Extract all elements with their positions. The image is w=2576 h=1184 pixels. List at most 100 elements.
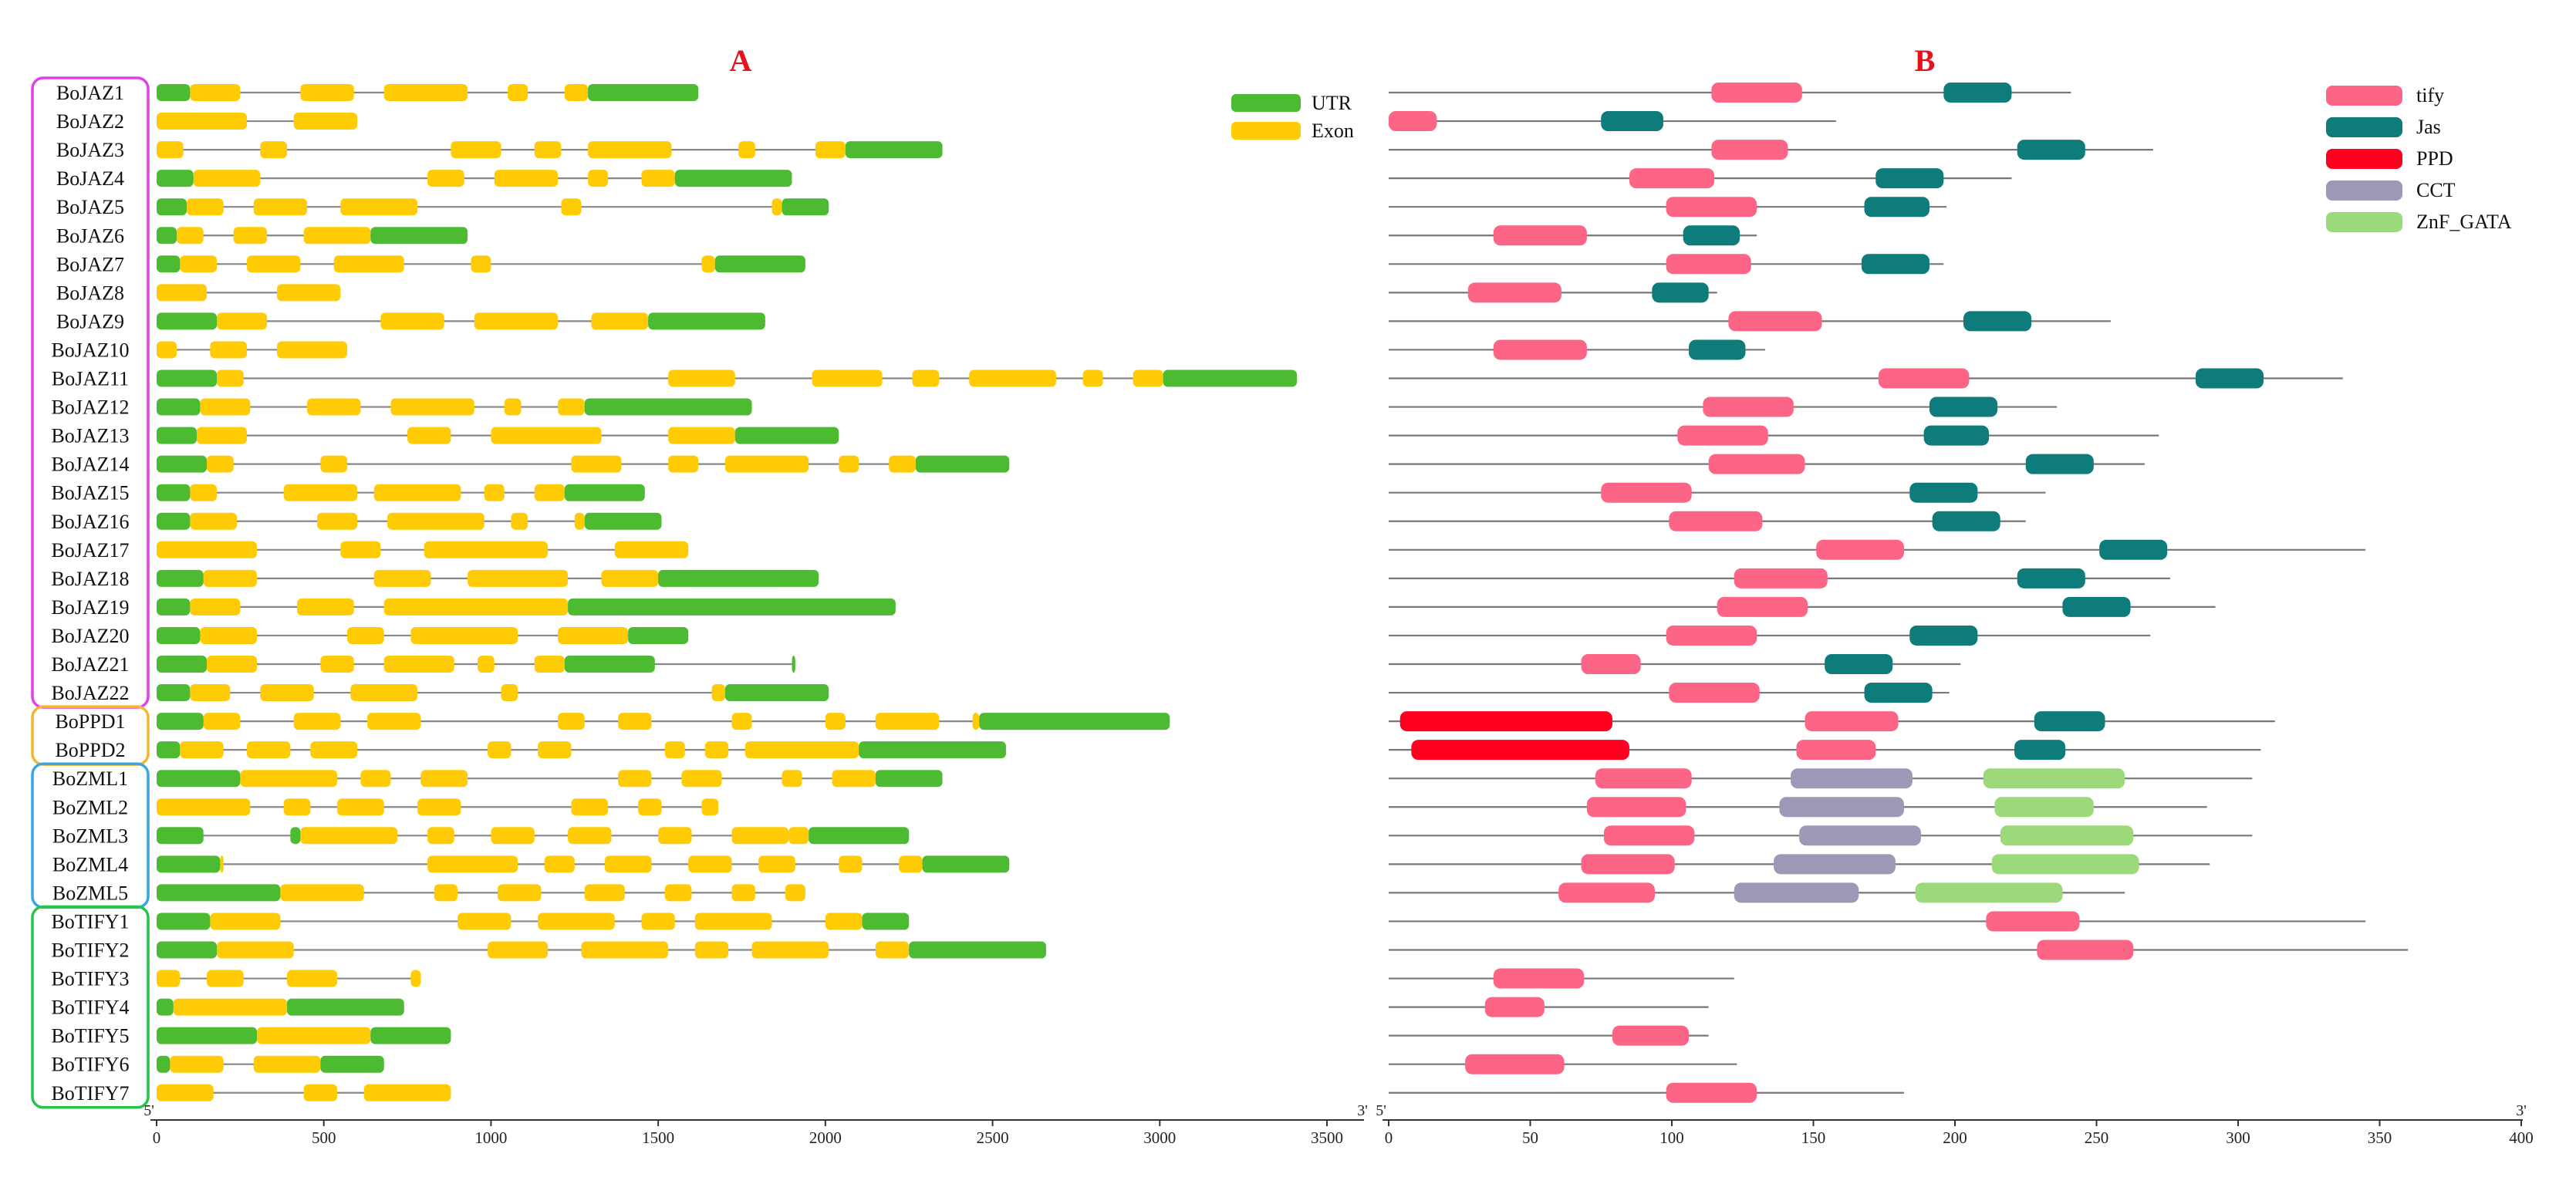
utr-segment <box>734 427 839 444</box>
utr-segment <box>809 827 910 845</box>
utr-segment <box>157 941 218 959</box>
utr-segment <box>157 998 174 1016</box>
exon-segment <box>280 884 364 902</box>
panel-a-axis-tick-label: 1500 <box>642 1128 674 1147</box>
domain-tify <box>1666 197 1757 218</box>
utr-segment <box>157 84 191 101</box>
exon-segment <box>584 884 625 902</box>
exon-segment <box>664 884 692 902</box>
gene-structure-row <box>157 427 839 444</box>
legend-swatch-utr <box>1231 94 1301 112</box>
domain-jas <box>1601 111 1663 132</box>
exon-segment <box>738 141 755 159</box>
protein-row <box>1389 197 1946 218</box>
exon-segment <box>504 398 522 416</box>
gene-label: BoTIFY7 <box>51 1082 129 1105</box>
exon-segment <box>207 970 244 987</box>
exon-segment <box>253 198 308 216</box>
gene-label: BoJAZ11 <box>52 368 129 390</box>
panel-a-axis-tick-label: 2500 <box>977 1128 1009 1147</box>
domain-znf-gata <box>1994 797 2094 818</box>
exon-segment <box>220 855 224 873</box>
gene-label: BoTIFY4 <box>51 997 129 1019</box>
exon-segment <box>508 84 528 101</box>
gene-label: BoJAZ17 <box>51 539 129 562</box>
gene-structure-row <box>157 941 1046 959</box>
gene-label: BoJAZ18 <box>51 568 129 590</box>
panel-a-axis-tick-label: 0 <box>153 1128 161 1147</box>
domain-tify <box>1666 254 1751 275</box>
protein-row <box>1389 454 2145 474</box>
exon-segment <box>832 770 876 788</box>
domain-cct <box>1799 825 1921 846</box>
exon-segment <box>260 141 288 159</box>
exon-segment <box>571 455 622 473</box>
utr-segment <box>290 827 301 845</box>
utr-segment <box>370 227 468 245</box>
domain-jas <box>1652 282 1709 303</box>
gene-label: BoJAZ6 <box>56 224 124 247</box>
exon-segment <box>451 141 501 159</box>
exon-segment <box>724 455 809 473</box>
domain-tify <box>1389 111 1437 132</box>
gene-label: BoTIFY1 <box>51 910 129 933</box>
exon-segment <box>538 912 615 930</box>
gene-structure-row <box>157 1027 451 1044</box>
protein-row <box>1389 939 2409 960</box>
protein-row <box>1389 339 1766 360</box>
exon-segment <box>618 770 652 788</box>
legend-swatch-exon <box>1231 122 1301 140</box>
panel-a-axis-tick-label: 1000 <box>474 1128 507 1147</box>
exon-segment <box>511 512 528 530</box>
domain-jas <box>1909 482 1978 503</box>
protein-row <box>1389 625 2151 646</box>
gene-label: BoJAZ13 <box>51 425 129 447</box>
gene-structure-row <box>157 170 792 187</box>
exon-segment <box>200 626 258 644</box>
utr-segment <box>157 369 218 387</box>
domain-tify <box>1558 882 1655 903</box>
gene-label: BoJAZ10 <box>51 339 129 361</box>
utr-segment <box>157 512 191 530</box>
utr-segment <box>157 855 221 873</box>
exon-segment <box>468 569 569 587</box>
utr-segment <box>157 884 281 902</box>
exon-segment <box>190 684 231 702</box>
domain-tify <box>1878 368 1970 389</box>
utr-segment <box>157 227 177 245</box>
panel-b-axis-tick-label: 400 <box>2509 1128 2534 1147</box>
protein-row <box>1389 882 2125 903</box>
exon-segment <box>688 855 732 873</box>
gene-structure-row <box>157 598 896 616</box>
domain-znf-gata <box>1915 882 2063 903</box>
exon-segment <box>912 369 940 387</box>
exon-segment <box>538 741 572 759</box>
domain-jas <box>2017 140 2085 160</box>
gene-structure-row <box>157 255 805 273</box>
domain-tify <box>1612 1025 1690 1046</box>
exon-segment <box>474 312 559 330</box>
domain-jas <box>1943 83 2012 103</box>
exon-segment <box>360 770 391 788</box>
domain-tify <box>1717 596 1808 617</box>
utr-segment <box>370 1027 451 1044</box>
domain-tify <box>1796 740 1876 761</box>
gene-structure-row <box>157 970 421 987</box>
exon-segment <box>681 770 722 788</box>
exon-segment <box>614 541 689 558</box>
protein-row <box>1389 997 1709 1017</box>
panel-b-axis-tick-label: 200 <box>1943 1128 1967 1147</box>
exon-segment <box>812 369 883 387</box>
protein-row <box>1389 225 1757 246</box>
exon-segment <box>471 255 491 273</box>
gene-structure-row <box>157 227 468 245</box>
protein-row <box>1389 83 2071 103</box>
gene-structure-row <box>157 684 829 702</box>
exon-segment <box>1082 369 1103 387</box>
utr-segment <box>157 770 241 788</box>
exon-segment <box>815 141 846 159</box>
protein-row <box>1389 740 2261 761</box>
gene-label: BoZML4 <box>52 853 128 875</box>
gene-label: BoZML3 <box>52 825 128 847</box>
exon-segment <box>297 598 354 616</box>
